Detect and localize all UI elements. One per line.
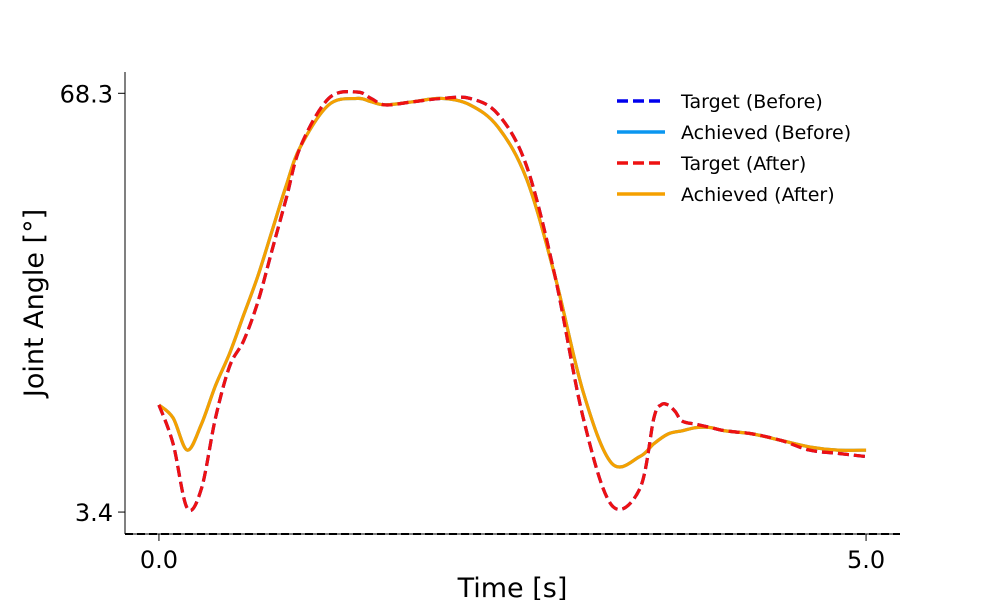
x-tick-label: 5.0 — [847, 546, 885, 574]
legend-label: Target (Before) — [680, 91, 823, 113]
y-axis-ticks: 3.4 68.3 — [60, 80, 125, 527]
series-line-target-after — [157, 90, 867, 513]
x-tick-label: 0.0 — [140, 546, 178, 574]
x-axis-ticks: 0.0 5.0 — [140, 534, 885, 574]
legend: Target (Before) Achieved (Before) Target (… — [617, 91, 851, 206]
y-tick-label: 3.4 — [75, 499, 113, 527]
x-axis-label: Time [s] — [457, 573, 568, 600]
y-tick-label: 68.3 — [60, 80, 113, 108]
series-layer — [157, 90, 867, 513]
legend-label: Achieved (After) — [681, 184, 835, 206]
legend-label: Target (After) — [680, 153, 806, 175]
legend-label: Achieved (Before) — [681, 122, 851, 144]
y-axis-label: Joint Angle [°] — [19, 209, 50, 399]
series-line-achieved-after — [157, 96, 867, 469]
